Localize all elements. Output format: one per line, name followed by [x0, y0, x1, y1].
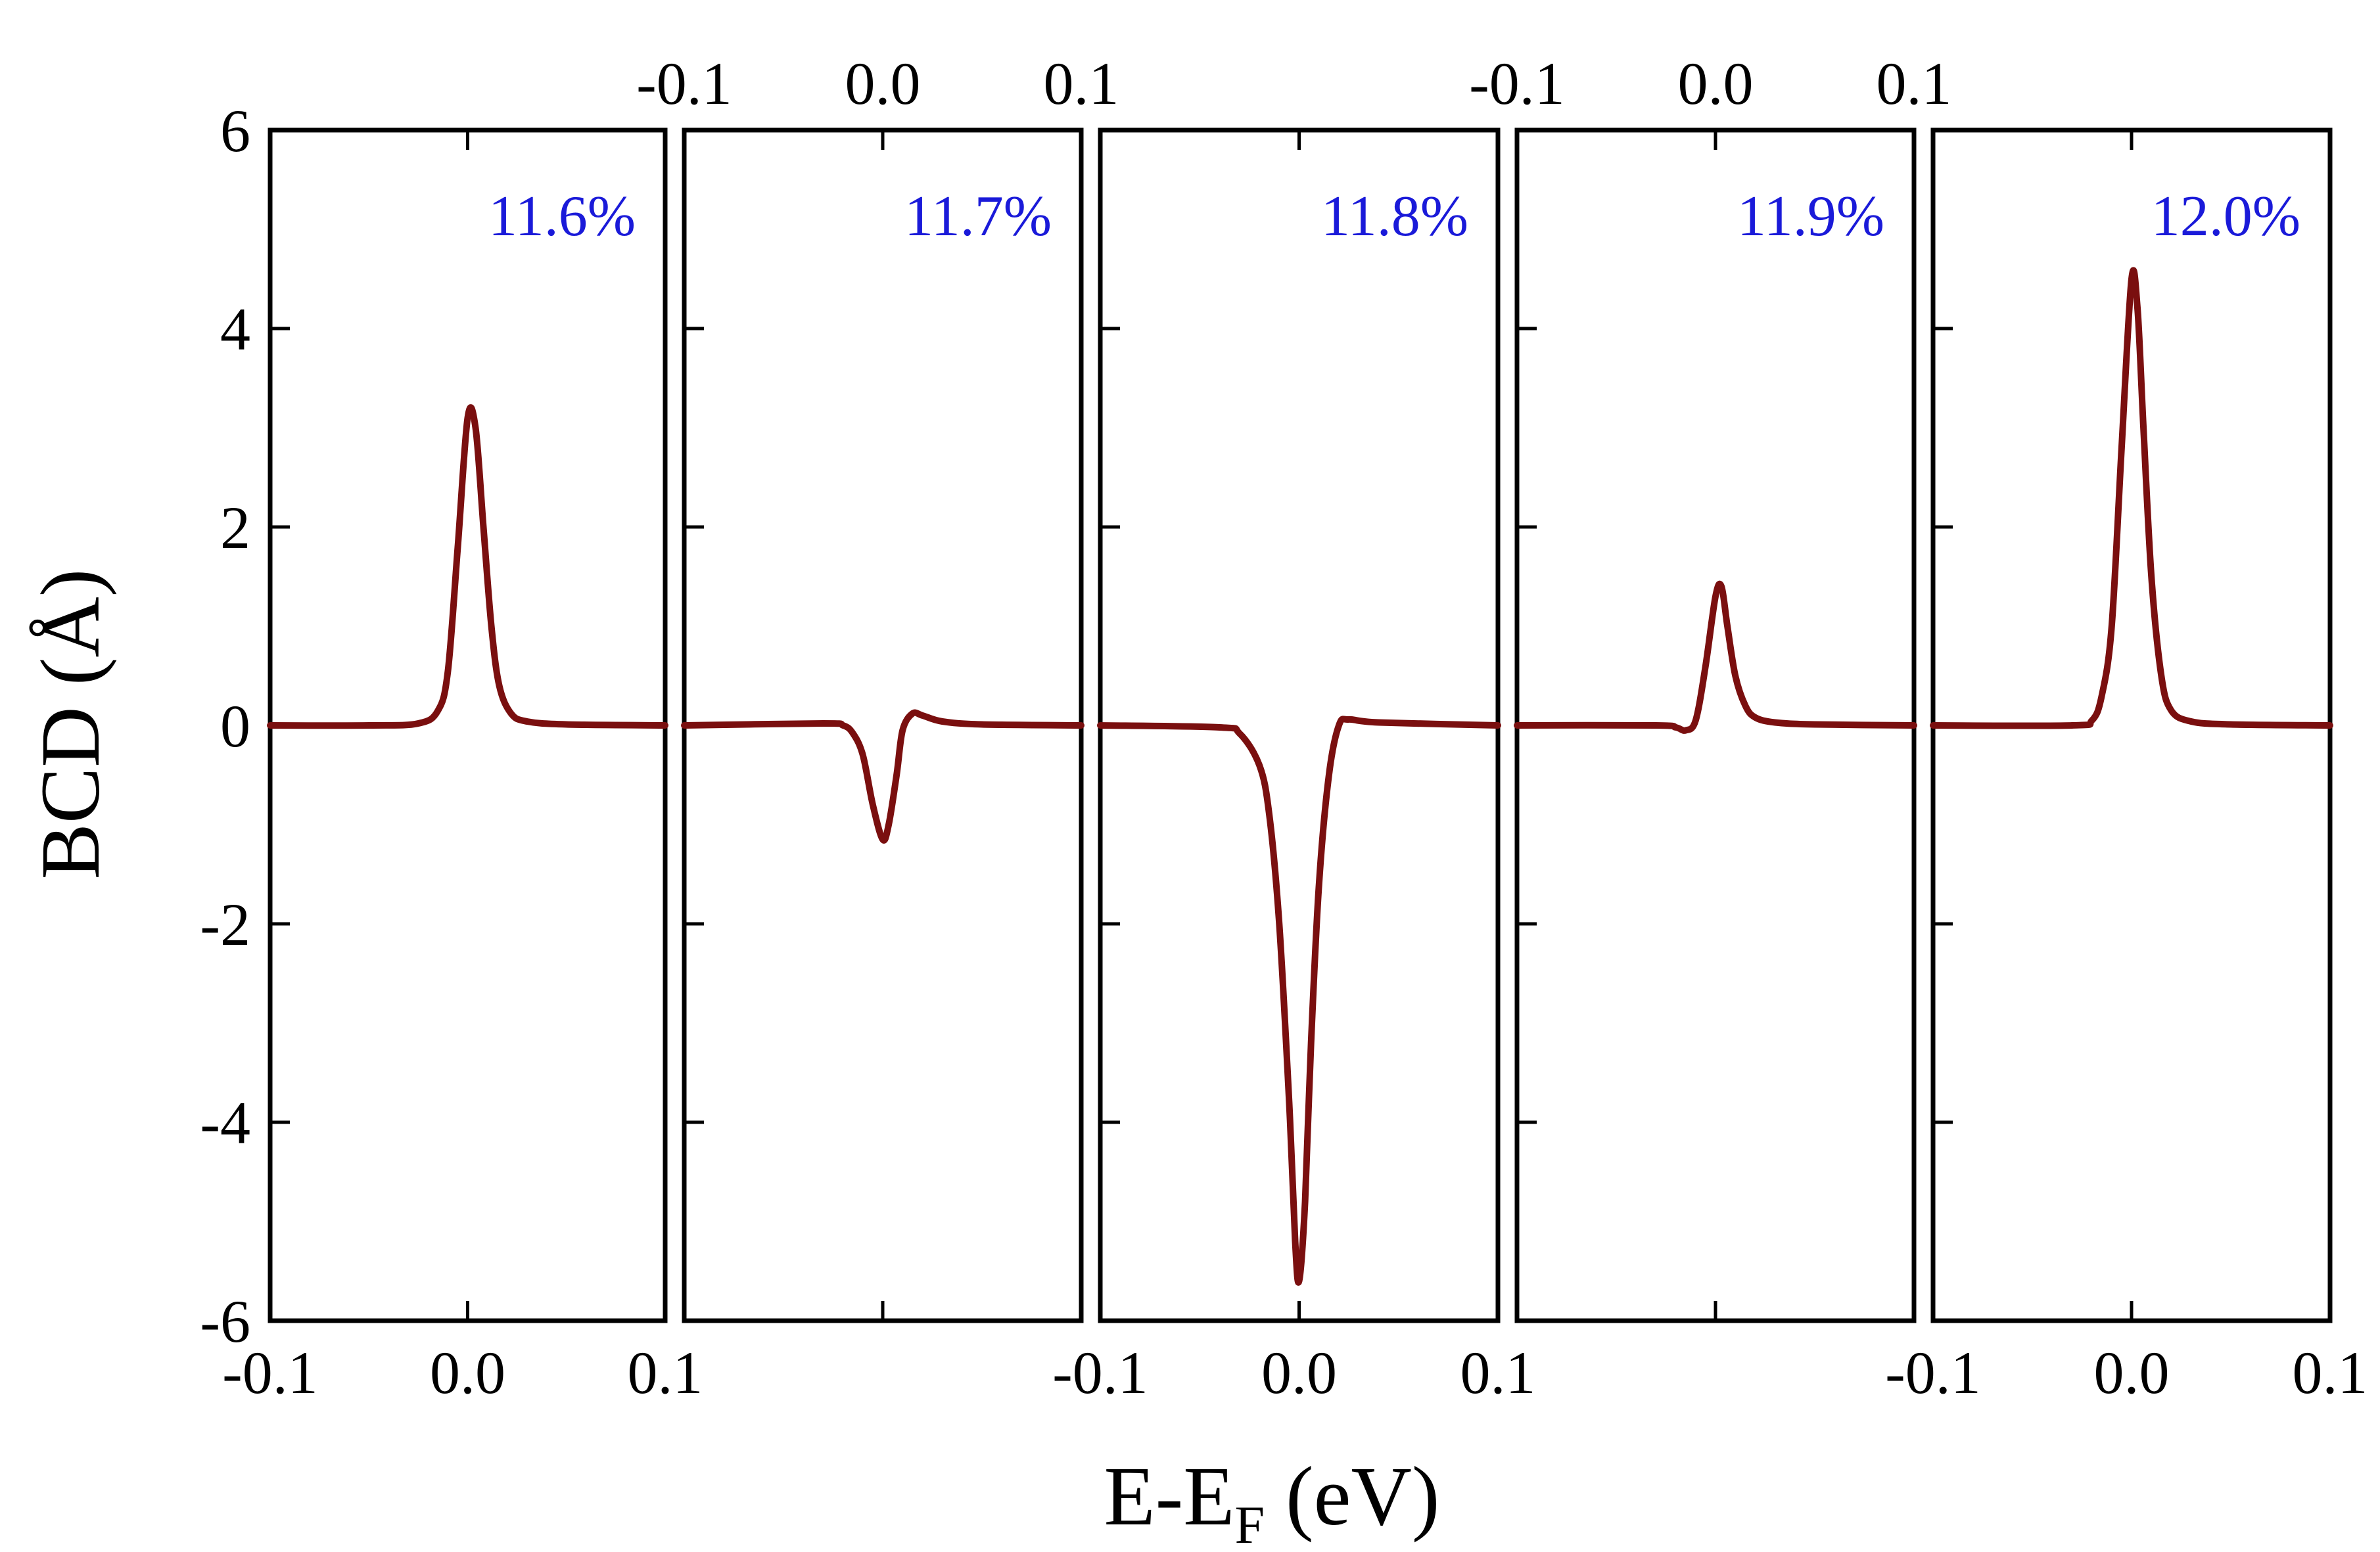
- bcd-curve: [1930, 267, 2333, 729]
- x-tick-label-bottom: 0.1: [1460, 1339, 1536, 1406]
- y-tick-label: 2: [220, 494, 250, 561]
- panel-1: -0.1 0.0 0.1 11.6%: [222, 127, 703, 1406]
- panel-2: -0.1 0.0 0.1 11.7%: [636, 50, 1119, 1323]
- panel-label: 11.8%: [1321, 185, 1468, 248]
- x-tick-label-bottom: 0.0: [1261, 1339, 1337, 1406]
- y-tick-label: 6: [220, 97, 250, 164]
- x-tick-label-top: 0.0: [1678, 50, 1754, 117]
- x-tick-label-bottom: 0.0: [2094, 1339, 2170, 1406]
- panel-label: 11.7%: [904, 185, 1052, 248]
- bcd-curve: [681, 709, 1085, 844]
- y-tick-label: 0: [220, 693, 250, 760]
- panel-5: -0.1 0.0 0.1 12.0%: [1885, 127, 2368, 1406]
- x-tick-label-bottom: 0.1: [628, 1339, 703, 1406]
- panel-label: 11.6%: [488, 185, 636, 248]
- y-tick-label: -4: [200, 1089, 250, 1156]
- bcd-curve: [1514, 580, 1917, 734]
- y-tick-label: -2: [200, 891, 250, 958]
- x-tick-label-bottom: 0.1: [2293, 1339, 2368, 1406]
- y-tick-label: 4: [220, 296, 250, 363]
- x-tick-label-bottom: -0.1: [222, 1339, 318, 1406]
- bcd-curve: [267, 404, 668, 729]
- x-axis-title-main: E-E: [1104, 1449, 1234, 1543]
- y-axis-title: BCD (Å): [24, 569, 117, 880]
- x-axis-title: E-EF (eV): [1104, 1449, 1439, 1552]
- panel-4: -0.1 0.0 0.1 11.9%: [1469, 50, 1952, 1323]
- x-tick-label-top: 0.1: [1044, 50, 1119, 117]
- x-tick-label-top: -0.1: [1469, 50, 1565, 117]
- x-tick-label-bottom: -0.1: [1885, 1339, 1981, 1406]
- x-axis-title-unit: (eV): [1265, 1449, 1440, 1543]
- panel-label: 12.0%: [2151, 185, 2300, 248]
- panel-3: -0.1 0.0 0.1 11.8%: [1052, 127, 1536, 1406]
- x-tick-label-top: -0.1: [636, 50, 732, 117]
- y-tick-label: -6: [200, 1288, 250, 1355]
- x-tick-label-top: 0.1: [1877, 50, 1952, 117]
- x-tick-label-top: 0.0: [845, 50, 921, 117]
- x-axis-title-subscript: F: [1234, 1495, 1265, 1552]
- panels-group: -0.1 0.0 0.1 11.6% -0.1 0.0 0.1 11.7% -0.1 0.0 0.1…: [200, 50, 2368, 1406]
- panel-label: 11.9%: [1737, 185, 1884, 248]
- x-tick-label-bottom: 0.0: [430, 1339, 505, 1406]
- x-tick-label-bottom: -0.1: [1052, 1339, 1148, 1406]
- bcd-curve: [1097, 716, 1501, 1286]
